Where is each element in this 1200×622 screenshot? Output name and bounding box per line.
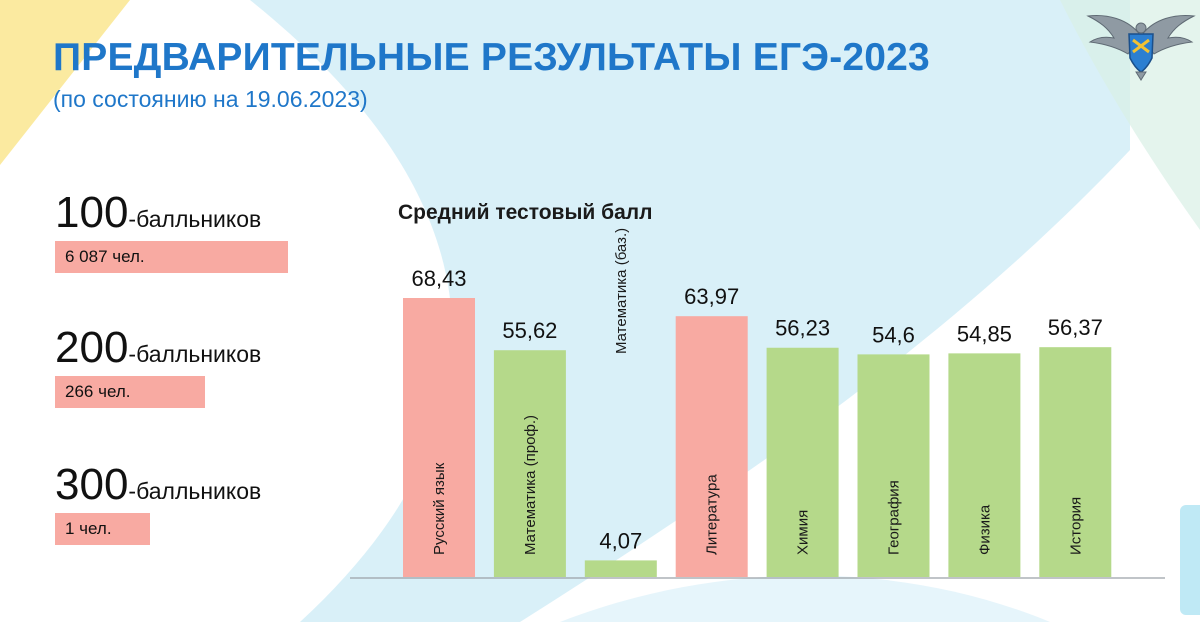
side-decoration xyxy=(1180,505,1200,615)
category-label-7: История xyxy=(1067,497,1084,555)
stat-100-number: 100 xyxy=(55,188,129,237)
category-label-2: Математика (баз.) xyxy=(613,228,630,354)
stat-100-heading: 100-балльников xyxy=(55,191,288,235)
bar-4 xyxy=(766,347,839,577)
bar-5 xyxy=(857,354,930,577)
stat-100-badge: 6 087 чел. xyxy=(55,241,288,273)
value-label-6: 54,85 xyxy=(957,321,1012,346)
stat-200-number: 200 xyxy=(55,323,129,372)
value-label-5: 54,6 xyxy=(872,322,915,347)
stat-300-heading: 300-балльников xyxy=(55,463,261,507)
bar-7 xyxy=(1039,347,1112,577)
bar-2 xyxy=(584,560,657,577)
bar-3 xyxy=(675,316,748,577)
stat-200-badge: 266 чел. xyxy=(55,376,205,408)
chart-title: Средний тестовый балл xyxy=(398,201,653,224)
value-label-3: 63,97 xyxy=(684,284,739,309)
stat-300-suffix: -балльников xyxy=(128,478,262,504)
stat-100: 100-балльников 6 087 чел. xyxy=(55,191,288,273)
stat-200-suffix: -балльников xyxy=(128,341,262,367)
value-label-1: 55,62 xyxy=(502,318,557,343)
stat-100-suffix: -балльников xyxy=(128,206,262,232)
bar-6 xyxy=(948,353,1021,577)
value-label-0: 68,43 xyxy=(411,266,466,291)
category-label-3: Литература xyxy=(704,474,721,555)
value-label-4: 56,23 xyxy=(775,316,830,341)
stat-300: 300-балльников 1 чел. xyxy=(55,463,261,545)
bar-1 xyxy=(493,350,566,577)
category-label-4: Химия xyxy=(795,510,812,555)
page-subtitle: (по состоянию на 19.06.2023) xyxy=(53,86,368,112)
stat-200-heading: 200-балльников xyxy=(55,326,261,370)
stat-300-number: 300 xyxy=(55,460,129,509)
category-label-0: Русский язык xyxy=(431,462,448,555)
page-title: ПРЕДВАРИТЕЛЬНЫЕ РЕЗУЛЬТАТЫ ЕГЭ-2023 xyxy=(53,36,930,79)
value-label-2: 4,07 xyxy=(599,528,642,553)
category-label-5: География xyxy=(886,480,903,555)
value-label-7: 56,37 xyxy=(1048,315,1103,340)
category-label-1: Математика (проф.) xyxy=(522,415,539,555)
stat-300-badge: 1 чел. xyxy=(55,513,150,545)
category-label-6: Физика xyxy=(976,504,993,555)
eagle-emblem-icon xyxy=(1086,15,1196,81)
bar-0 xyxy=(403,298,475,577)
stat-200: 200-балльников 266 чел. xyxy=(55,326,261,408)
